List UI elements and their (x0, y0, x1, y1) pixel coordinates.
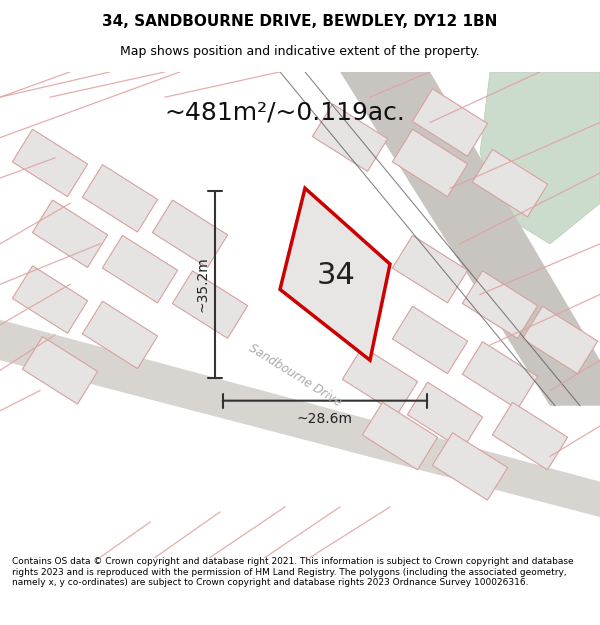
Text: ~35.2m: ~35.2m (195, 256, 209, 312)
Polygon shape (13, 129, 88, 197)
Polygon shape (433, 432, 508, 500)
Polygon shape (13, 266, 88, 333)
Polygon shape (343, 347, 418, 414)
Text: Contains OS data © Crown copyright and database right 2021. This information is : Contains OS data © Crown copyright and d… (12, 558, 574, 588)
Polygon shape (32, 200, 107, 268)
Polygon shape (463, 271, 538, 338)
Polygon shape (392, 306, 467, 374)
Polygon shape (313, 104, 388, 171)
Polygon shape (472, 149, 548, 217)
Polygon shape (82, 301, 158, 369)
Polygon shape (280, 188, 390, 360)
Polygon shape (392, 236, 467, 303)
Polygon shape (340, 72, 600, 406)
Text: 34, SANDBOURNE DRIVE, BEWDLEY, DY12 1BN: 34, SANDBOURNE DRIVE, BEWDLEY, DY12 1BN (103, 14, 497, 29)
Polygon shape (412, 89, 488, 156)
Polygon shape (407, 382, 482, 449)
Text: ~481m²/~0.119ac.: ~481m²/~0.119ac. (164, 101, 406, 124)
Polygon shape (523, 306, 598, 374)
Text: Map shows position and indicative extent of the property.: Map shows position and indicative extent… (120, 44, 480, 58)
Text: ~28.6m: ~28.6m (297, 412, 353, 426)
Polygon shape (152, 200, 227, 268)
Polygon shape (362, 402, 437, 470)
Polygon shape (172, 271, 248, 338)
Polygon shape (493, 402, 568, 470)
Polygon shape (480, 72, 600, 244)
Polygon shape (103, 236, 178, 303)
Polygon shape (392, 129, 467, 197)
Polygon shape (22, 337, 98, 404)
Text: 34: 34 (317, 261, 356, 290)
Text: Sandbourne Drive: Sandbourne Drive (246, 342, 344, 409)
Polygon shape (0, 320, 600, 517)
Polygon shape (463, 342, 538, 409)
Polygon shape (82, 164, 158, 232)
